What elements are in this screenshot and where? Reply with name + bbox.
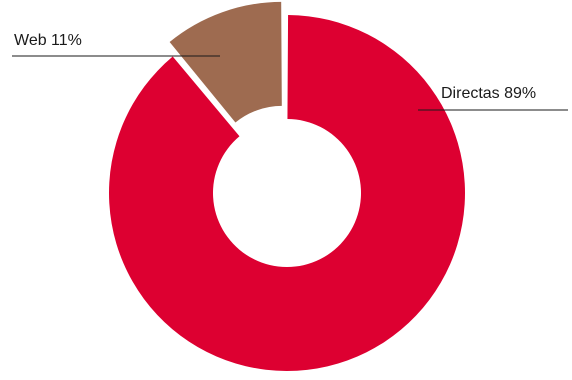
slice-group xyxy=(108,1,465,371)
slice-label-web: Web 11% xyxy=(14,32,82,49)
slice-label-directas: Directas 89% xyxy=(441,85,536,102)
slice-web xyxy=(169,1,282,123)
slice-directas xyxy=(108,15,465,371)
